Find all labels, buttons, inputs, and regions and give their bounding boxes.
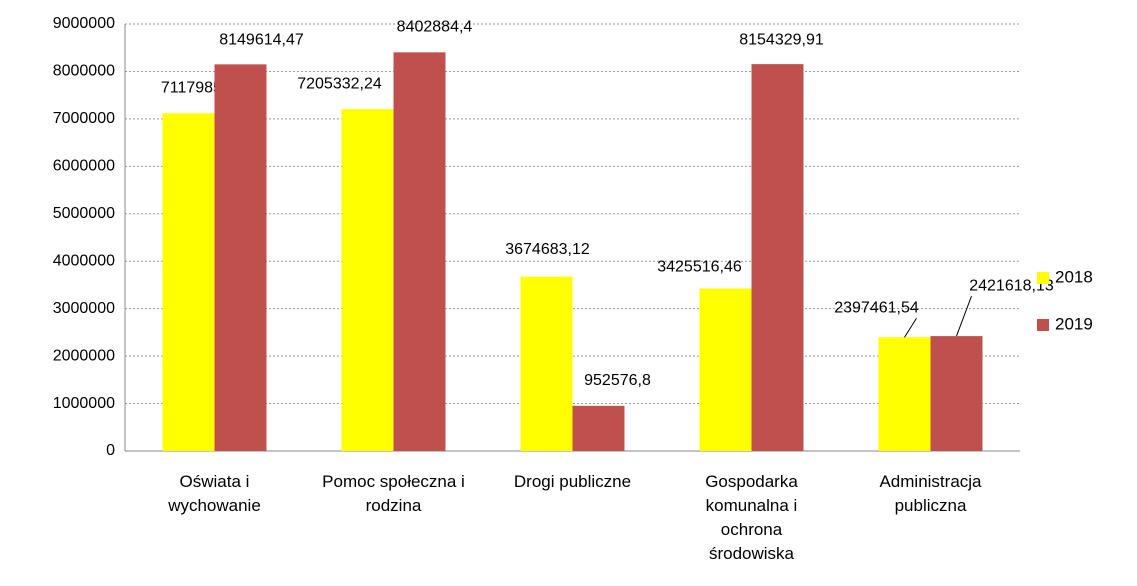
leader-line xyxy=(956,295,972,337)
bar xyxy=(341,109,394,451)
bar xyxy=(572,405,625,451)
value-label: 8402884,4 xyxy=(397,19,473,36)
legend-label: 2018 xyxy=(1055,267,1093,286)
y-tick-label: 2000000 xyxy=(53,347,115,364)
bar xyxy=(930,336,983,451)
y-tick-label: 3000000 xyxy=(53,300,115,317)
bar xyxy=(520,276,573,451)
value-label: 8149614,47 xyxy=(219,32,304,49)
bar xyxy=(214,64,267,451)
value-label: 2421618,13 xyxy=(969,277,1054,294)
y-tick-label: 4000000 xyxy=(53,252,115,269)
legend-swatch xyxy=(1037,319,1049,331)
y-tick-label: 1000000 xyxy=(53,395,115,412)
legend-label: 2019 xyxy=(1055,314,1093,333)
y-tick-label: 8000000 xyxy=(53,63,115,80)
legend-swatch xyxy=(1037,272,1049,284)
bar xyxy=(878,337,931,451)
value-label: 8154329,91 xyxy=(739,31,824,48)
leader-line xyxy=(904,317,917,338)
value-label: 952576,8 xyxy=(584,372,651,389)
bar xyxy=(162,113,215,452)
bar xyxy=(751,64,804,451)
x-tick-label: Administracja publiczna xyxy=(879,472,982,515)
y-tick-label: 9000000 xyxy=(53,15,115,32)
value-label: 2397461,54 xyxy=(834,299,919,316)
y-tick-label: 5000000 xyxy=(53,205,115,222)
value-label: 3425516,46 xyxy=(657,259,742,276)
value-label: 7205332,24 xyxy=(297,75,382,92)
bar xyxy=(699,288,752,451)
x-tick-label: Oświata i wychowanie xyxy=(168,472,261,515)
x-tick-label: Drogi publiczne xyxy=(513,472,632,491)
bar xyxy=(393,52,446,451)
y-tick-label: 7000000 xyxy=(53,110,115,127)
y-tick-label: 0 xyxy=(106,442,115,459)
x-tick-label: Gospodarka komunalna i ochrona środowisk… xyxy=(705,472,798,563)
value-label: 3674683,12 xyxy=(505,241,590,258)
y-tick-label: 6000000 xyxy=(53,158,115,175)
x-tick-label: Pomoc społeczna i rodzina xyxy=(322,472,465,515)
